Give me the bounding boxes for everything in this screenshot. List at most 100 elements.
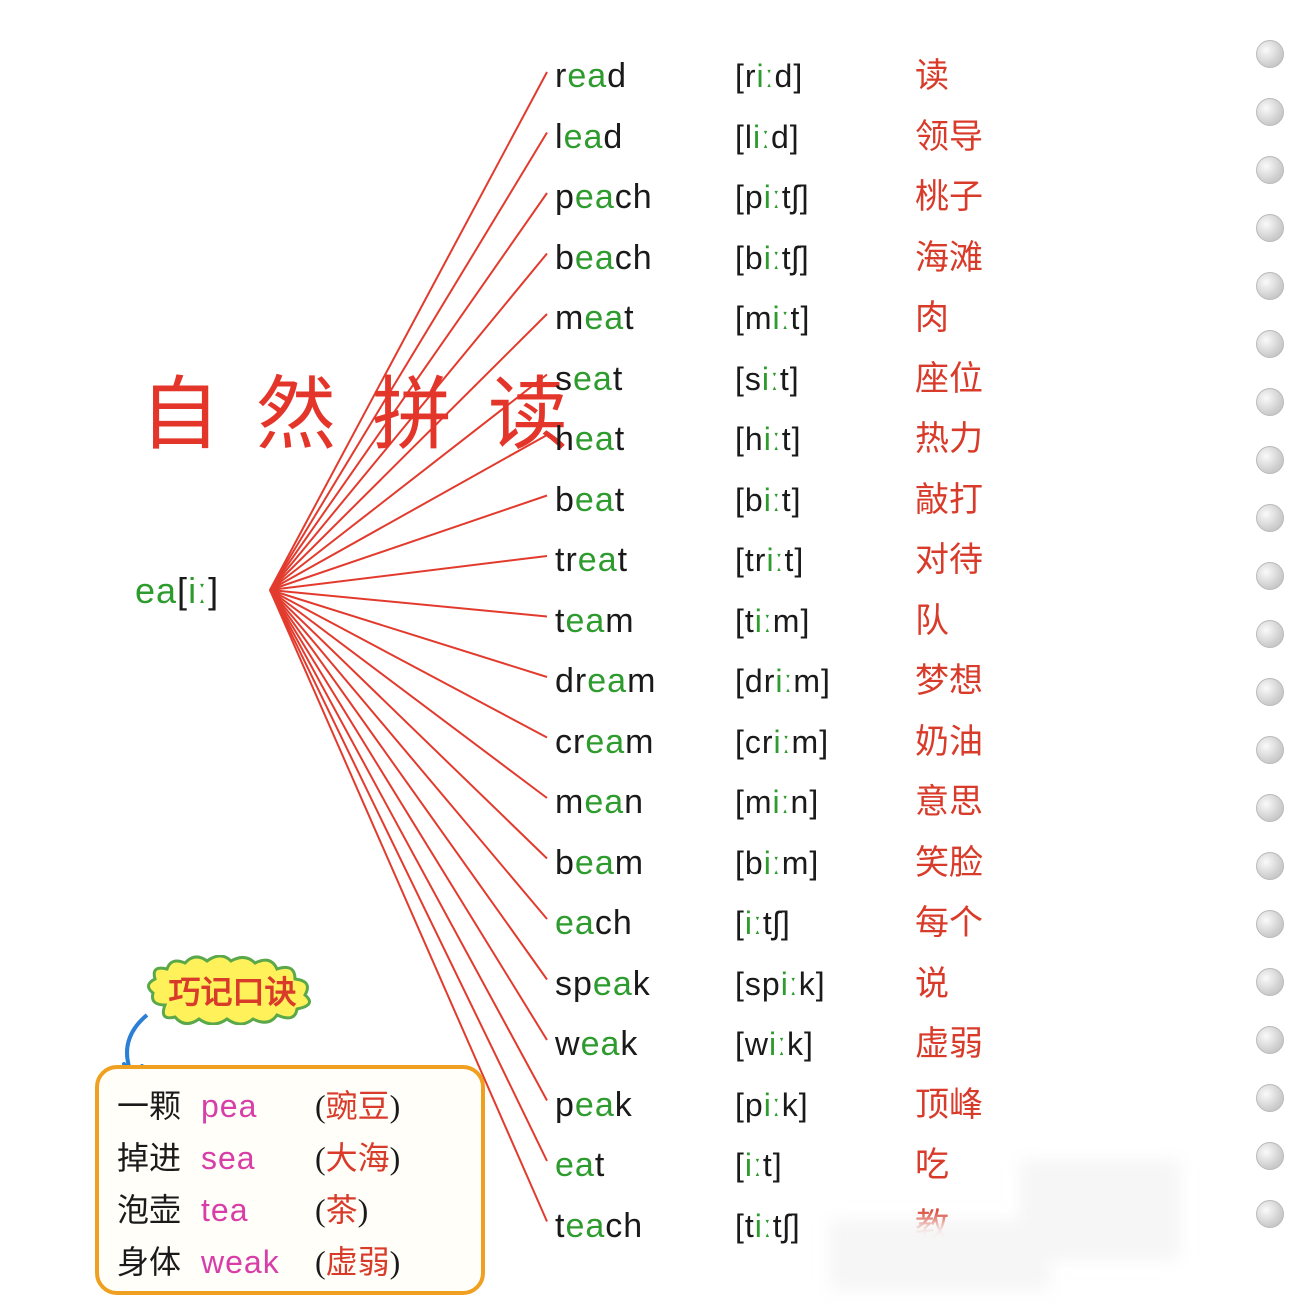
notebook-page: ea[iː] 自然拼读 read[riːd]读lead[liːd]领导peach… xyxy=(0,0,1304,1304)
word-list: read[riːd]读lead[liːd]领导peach[piːtʃ]桃子bea… xyxy=(555,48,1155,1258)
word-row: cream[criːm]奶油 xyxy=(555,714,1155,775)
word-phonetic: [piːk] xyxy=(735,1087,915,1124)
root-letters: ea xyxy=(135,570,177,611)
word-row: mean[miːn]意思 xyxy=(555,774,1155,835)
word-english: lead xyxy=(555,118,735,157)
word-row: treat[triːt]对待 xyxy=(555,532,1155,593)
word-english: weak xyxy=(555,1025,735,1064)
word-phonetic: [wiːk] xyxy=(735,1026,915,1063)
spiral-hole xyxy=(1256,910,1284,938)
word-row: peak[piːk]顶峰 xyxy=(555,1077,1155,1138)
mnemo-pre: 身体 xyxy=(117,1237,187,1283)
word-english: beat xyxy=(555,481,735,520)
spiral-hole xyxy=(1256,620,1284,648)
word-row: meat[miːt]肉 xyxy=(555,290,1155,351)
spiral-hole xyxy=(1256,968,1284,996)
word-chinese: 奶油 xyxy=(915,714,1075,763)
mnemonic-row: 身体 weak (虚弱) xyxy=(117,1237,463,1289)
overlay-title: 自然拼读 xyxy=(140,350,604,466)
mnemo-eng: tea xyxy=(201,1192,301,1229)
word-english: peach xyxy=(555,178,735,217)
mnemo-paren: (虚弱) xyxy=(315,1237,400,1283)
mnemo-paren: (茶) xyxy=(315,1185,368,1231)
word-chinese: 队 xyxy=(915,593,1075,642)
word-phonetic: [triːt] xyxy=(735,542,915,579)
word-row: beach[biːtʃ]海滩 xyxy=(555,230,1155,291)
spiral-hole xyxy=(1256,388,1284,416)
mnemonic-row: 一颗pea(豌豆) xyxy=(117,1081,463,1133)
word-row: beat[biːt]敲打 xyxy=(555,472,1155,533)
mnemonic-row: 掉进sea(大海) xyxy=(117,1133,463,1185)
root-phoneme: ea[iː] xyxy=(135,570,219,612)
mnemo-pre: 泡壶 xyxy=(117,1185,187,1231)
word-english: mean xyxy=(555,783,735,822)
mnemo-eng: sea xyxy=(201,1140,301,1177)
spiral-hole xyxy=(1256,1084,1284,1112)
word-english: meat xyxy=(555,299,735,338)
blur-patch xyxy=(830,1220,1050,1290)
word-phonetic: [driːm] xyxy=(735,663,915,700)
word-phonetic: [biːt] xyxy=(735,482,915,519)
word-phonetic: [tiːm] xyxy=(735,603,915,640)
word-phonetic: [miːn] xyxy=(735,784,915,821)
spiral-hole xyxy=(1256,1200,1284,1228)
word-chinese: 每个 xyxy=(915,895,1075,944)
word-chinese: 梦想 xyxy=(915,653,1075,702)
word-chinese: 读 xyxy=(915,48,1075,97)
word-row: dream[driːm]梦想 xyxy=(555,653,1155,714)
word-row: peach[piːtʃ]桃子 xyxy=(555,169,1155,230)
word-row: weak[wiːk]虚弱 xyxy=(555,1016,1155,1077)
word-english: dream xyxy=(555,662,735,701)
mnemo-paren: (豌豆) xyxy=(315,1081,400,1127)
word-row: heat[hiːt]热力 xyxy=(555,411,1155,472)
word-english: teach xyxy=(555,1207,735,1246)
spiral-hole xyxy=(1256,852,1284,880)
word-phonetic: [iːt] xyxy=(735,1147,915,1184)
word-english: each xyxy=(555,904,735,943)
word-row: speak[spiːk]说 xyxy=(555,956,1155,1017)
word-chinese: 顶峰 xyxy=(915,1077,1075,1126)
root-phonetic: iː xyxy=(188,570,208,611)
word-row: lead[liːd]领导 xyxy=(555,109,1155,170)
word-chinese: 热力 xyxy=(915,411,1075,460)
spiral-hole xyxy=(1256,40,1284,68)
spiral-hole xyxy=(1256,562,1284,590)
word-english: treat xyxy=(555,541,735,580)
spiral-hole xyxy=(1256,736,1284,764)
mnemo-pre: 一颗 xyxy=(117,1081,187,1127)
word-row: team[tiːm]队 xyxy=(555,593,1155,654)
word-english: beach xyxy=(555,239,735,278)
word-phonetic: [criːm] xyxy=(735,724,915,761)
word-english: team xyxy=(555,602,735,641)
word-english: peak xyxy=(555,1086,735,1125)
word-phonetic: [biːm] xyxy=(735,845,915,882)
mnemonic-box: 一颗pea(豌豆)掉进sea(大海)泡壶tea(茶)身体weak(虚弱) xyxy=(95,1065,485,1295)
mnemonic-bubble: 巧记口诀 xyxy=(145,955,320,1025)
word-chinese: 敲打 xyxy=(915,472,1075,521)
word-phonetic: [siːt] xyxy=(735,361,915,398)
word-phonetic: [hiːt] xyxy=(735,421,915,458)
mnemo-eng: weak xyxy=(201,1244,301,1281)
spiral-hole xyxy=(1256,156,1284,184)
spiral-hole xyxy=(1256,794,1284,822)
word-row: seat[siːt]座位 xyxy=(555,351,1155,412)
word-chinese: 海滩 xyxy=(915,230,1075,279)
spiral-hole xyxy=(1256,98,1284,126)
spiral-hole xyxy=(1256,446,1284,474)
word-row: read[riːd]读 xyxy=(555,48,1155,109)
spiral-hole xyxy=(1256,504,1284,532)
word-chinese: 桃子 xyxy=(915,169,1075,218)
word-chinese: 对待 xyxy=(915,532,1075,581)
word-phonetic: [miːt] xyxy=(735,300,915,337)
word-chinese: 肉 xyxy=(915,290,1075,339)
word-phonetic: [piːtʃ] xyxy=(735,179,915,216)
word-english: seat xyxy=(555,360,735,399)
mnemo-pre: 掉进 xyxy=(117,1133,187,1179)
word-chinese: 虚弱 xyxy=(915,1016,1075,1065)
word-phonetic: [spiːk] xyxy=(735,966,915,1003)
word-phonetic: [biːtʃ] xyxy=(735,240,915,277)
word-phonetic: [iːtʃ] xyxy=(735,905,915,942)
word-english: speak xyxy=(555,965,735,1004)
word-english: heat xyxy=(555,420,735,459)
spiral-hole xyxy=(1256,1026,1284,1054)
